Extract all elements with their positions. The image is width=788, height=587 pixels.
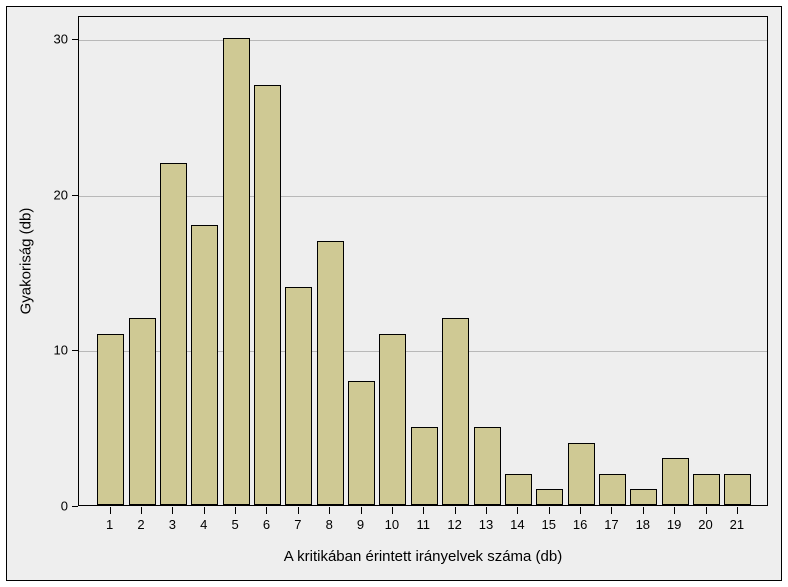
x-tick-label: 14: [510, 517, 524, 532]
x-tick-mark: [580, 507, 581, 514]
x-tick-label: 18: [636, 517, 650, 532]
x-tick-label: 13: [479, 517, 493, 532]
x-tick-label: 21: [730, 517, 744, 532]
bar: [536, 489, 563, 505]
y-tick-mark: [72, 195, 78, 196]
x-tick-mark: [486, 507, 487, 514]
gridline: [79, 40, 767, 41]
x-tick-label: 16: [573, 517, 587, 532]
bar: [348, 381, 375, 505]
x-tick-mark: [549, 507, 550, 514]
x-tick-label: 15: [541, 517, 555, 532]
x-tick-mark: [737, 507, 738, 514]
y-tick-mark: [72, 39, 78, 40]
bar: [630, 489, 657, 505]
bar: [129, 318, 156, 505]
x-tick-label: 19: [667, 517, 681, 532]
bar: [379, 334, 406, 505]
x-tick-mark: [141, 507, 142, 514]
bar: [317, 241, 344, 505]
x-tick-mark: [110, 507, 111, 514]
x-tick-label: 5: [231, 517, 238, 532]
y-tick-label: 20: [54, 187, 68, 202]
y-tick-label: 30: [54, 32, 68, 47]
bar: [662, 458, 689, 505]
x-tick-label: 6: [263, 517, 270, 532]
x-tick-mark: [361, 507, 362, 514]
x-tick-label: 20: [698, 517, 712, 532]
x-tick-mark: [329, 507, 330, 514]
x-tick-label: 1: [106, 517, 113, 532]
x-tick-mark: [204, 507, 205, 514]
bar: [97, 334, 124, 505]
x-tick-mark: [298, 507, 299, 514]
bar: [693, 474, 720, 505]
x-tick-mark: [172, 507, 173, 514]
y-tick-label: 0: [61, 499, 68, 514]
x-tick-label: 10: [385, 517, 399, 532]
x-tick-mark: [423, 507, 424, 514]
x-tick-mark: [643, 507, 644, 514]
x-tick-label: 3: [169, 517, 176, 532]
x-tick-label: 4: [200, 517, 207, 532]
x-tick-label: 12: [447, 517, 461, 532]
bar: [285, 287, 312, 505]
plot-area: [78, 16, 768, 506]
bar: [411, 427, 438, 505]
y-tick-mark: [72, 350, 78, 351]
x-tick-label: 7: [294, 517, 301, 532]
y-axis-label: Gyakoriság (db): [18, 208, 35, 315]
x-tick-label: 8: [326, 517, 333, 532]
x-tick-mark: [455, 507, 456, 514]
x-tick-mark: [392, 507, 393, 514]
x-tick-mark: [266, 507, 267, 514]
x-tick-mark: [611, 507, 612, 514]
x-tick-mark: [235, 507, 236, 514]
x-tick-mark: [517, 507, 518, 514]
bar: [505, 474, 532, 505]
bar: [223, 38, 250, 505]
bar: [724, 474, 751, 505]
x-tick-label: 9: [357, 517, 364, 532]
x-tick-label: 17: [604, 517, 618, 532]
bar: [191, 225, 218, 505]
x-tick-label: 2: [137, 517, 144, 532]
y-tick-label: 10: [54, 343, 68, 358]
bar: [599, 474, 626, 505]
bar: [160, 163, 187, 505]
x-tick-mark: [674, 507, 675, 514]
y-tick-mark: [72, 506, 78, 507]
bar: [568, 443, 595, 505]
bar: [442, 318, 469, 505]
x-tick-label: 11: [417, 517, 431, 532]
bar: [254, 85, 281, 505]
x-axis-label: A kritikában érintett irányelvek száma (…: [284, 548, 562, 565]
x-tick-mark: [706, 507, 707, 514]
bar: [474, 427, 501, 505]
